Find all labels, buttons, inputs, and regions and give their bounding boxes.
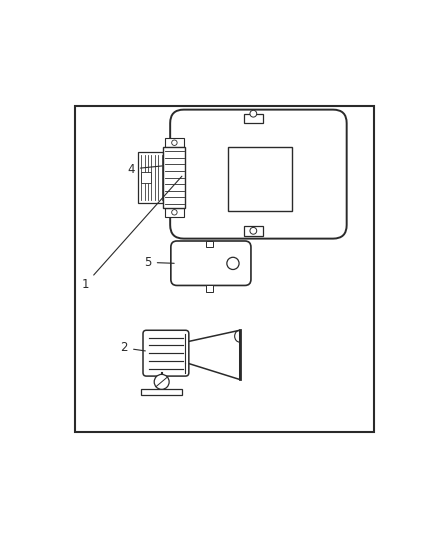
Bar <box>244 226 263 236</box>
Bar <box>165 208 184 216</box>
Circle shape <box>250 228 257 234</box>
Text: 4: 4 <box>127 163 162 175</box>
Circle shape <box>250 110 257 117</box>
Polygon shape <box>185 330 240 379</box>
Bar <box>206 286 213 292</box>
Circle shape <box>154 374 169 389</box>
Circle shape <box>172 140 177 146</box>
Bar <box>163 147 185 208</box>
Text: 2: 2 <box>120 342 145 354</box>
FancyBboxPatch shape <box>170 110 347 239</box>
Circle shape <box>172 209 177 215</box>
Bar <box>206 241 213 247</box>
Text: 5: 5 <box>145 256 174 269</box>
Bar <box>75 106 374 432</box>
Bar <box>138 152 163 203</box>
Bar <box>244 114 263 123</box>
Text: 1: 1 <box>81 176 182 291</box>
Bar <box>165 139 184 147</box>
Bar <box>228 147 292 212</box>
FancyBboxPatch shape <box>143 330 189 376</box>
Circle shape <box>227 257 239 270</box>
Bar <box>141 172 151 183</box>
Bar <box>141 389 182 395</box>
FancyBboxPatch shape <box>171 241 251 286</box>
